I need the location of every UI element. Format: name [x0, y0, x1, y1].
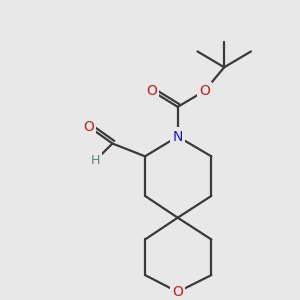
Text: O: O	[146, 84, 158, 98]
Text: H: H	[91, 154, 100, 167]
Text: O: O	[199, 84, 210, 98]
Text: O: O	[83, 120, 94, 134]
Text: N: N	[172, 130, 183, 144]
Text: O: O	[172, 285, 183, 299]
